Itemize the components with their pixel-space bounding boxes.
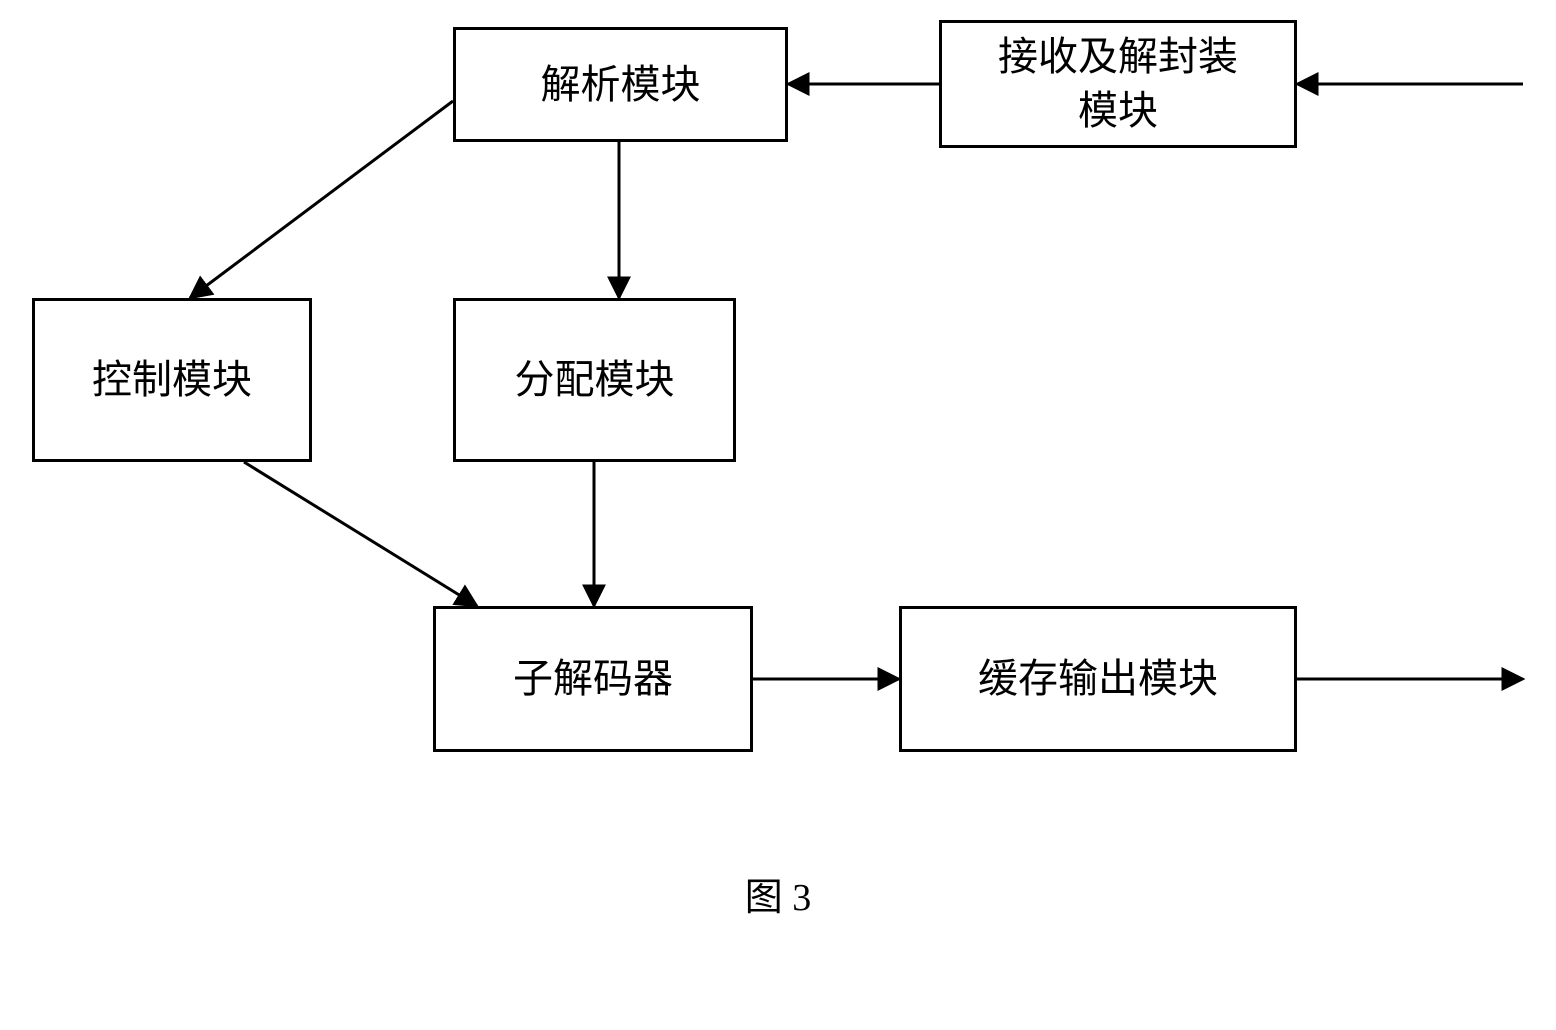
edge-control-to-subdec — [244, 462, 477, 606]
node-label: 接收及解封装模块 — [998, 30, 1238, 138]
node-buffer-output: 缓存输出模块 — [899, 606, 1297, 752]
figure-caption: 图 3 — [0, 866, 1556, 921]
node-label: 分配模块 — [515, 353, 675, 407]
node-label: 子解码器 — [513, 652, 673, 706]
node-dispatch: 分配模块 — [453, 298, 736, 462]
edges-group — [190, 84, 1523, 679]
node-receive-decap: 接收及解封装模块 — [939, 20, 1297, 148]
node-parse: 解析模块 — [453, 27, 788, 142]
edge-parse-to-control — [190, 101, 453, 298]
node-control: 控制模块 — [32, 298, 312, 462]
node-label: 解析模块 — [541, 58, 701, 112]
node-label: 控制模块 — [92, 353, 252, 407]
node-label: 缓存输出模块 — [978, 652, 1218, 706]
caption-text: 图 3 — [745, 877, 812, 919]
node-subdecoder: 子解码器 — [433, 606, 753, 752]
